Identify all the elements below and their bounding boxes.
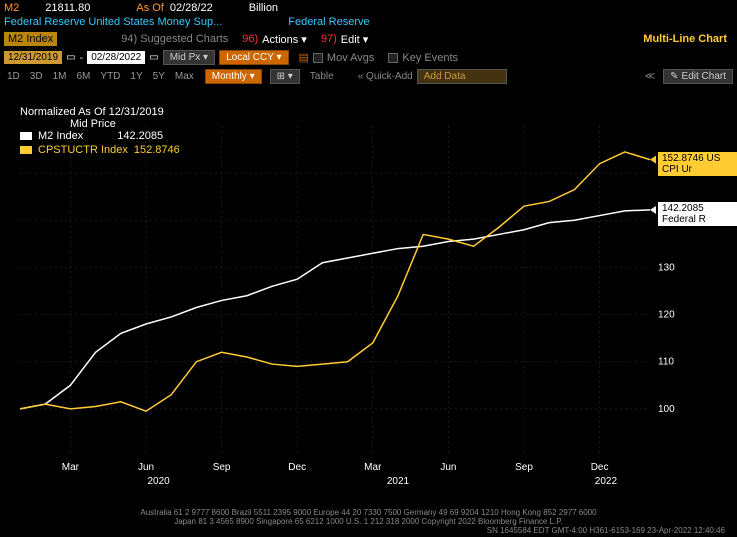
svg-text:2022: 2022 — [595, 476, 618, 487]
range-5y[interactable]: 5Y — [150, 70, 168, 83]
actions-label: Actions — [262, 34, 298, 46]
symbol-value: 21811.80 — [45, 2, 90, 14]
callout: 152.8746 US CPI Ur — [658, 152, 737, 176]
legend-midprice: Mid Price — [70, 118, 180, 130]
table-link[interactable]: Table — [310, 71, 334, 82]
add-data-input[interactable]: Add Data — [417, 69, 507, 84]
range-3d[interactable]: 3D — [27, 70, 46, 83]
edit-menu[interactable]: Edit ▾ — [341, 33, 369, 46]
menu-row: M2 Index 94) Suggested Charts 96) Action… — [0, 30, 737, 48]
edit-num: 97) — [321, 33, 337, 45]
movavgs-checkbox[interactable] — [313, 53, 323, 63]
svg-text:Sep: Sep — [515, 462, 533, 473]
suggested-charts[interactable]: 94) Suggested Charts — [121, 33, 228, 45]
actions-menu[interactable]: Actions ▾ — [262, 33, 307, 46]
svg-text:Jun: Jun — [138, 462, 154, 473]
edit-chart-label: Edit Chart — [682, 71, 726, 82]
range-1y[interactable]: 1Y — [127, 70, 145, 83]
svg-text:Dec: Dec — [591, 462, 609, 473]
interval-label: Monthly — [212, 71, 247, 82]
legend-val-0: 142.2085 — [117, 130, 163, 142]
svg-text:Mar: Mar — [62, 462, 80, 473]
range-6m[interactable]: 6M — [74, 70, 94, 83]
edit-label: Edit — [341, 34, 360, 46]
midpx-label: Mid Px — [170, 52, 201, 63]
chart-area: 100110120130140150MarJunSepDecMarJunSepD… — [0, 86, 737, 506]
asof-date: 02/28/22 — [170, 2, 213, 14]
quickadd-label: « Quick-Add — [358, 71, 413, 82]
svg-text:110: 110 — [658, 357, 674, 368]
midpx-dropdown[interactable]: Mid Px ▾ — [163, 50, 215, 65]
svg-text:100: 100 — [658, 404, 675, 415]
desc-text: Federal Reserve United States Money Sup.… — [4, 16, 222, 28]
localccy-dropdown[interactable]: Local CCY ▾ — [219, 50, 288, 65]
legend-swatch-0 — [20, 132, 32, 140]
date-end-input[interactable]: 02/28/2022 — [87, 51, 145, 64]
date-sep: - — [80, 52, 84, 64]
asof-label: As Of — [136, 2, 164, 14]
chart-type-label: Multi-Line Chart — [643, 33, 727, 45]
date-cal2-icon[interactable]: ▭ — [149, 52, 158, 63]
range-row: 1D 3D 1M 6M YTD 1Y 5Y Max Monthly ▾ ⊞ ▾ … — [0, 67, 737, 86]
svg-text:Sep: Sep — [213, 462, 231, 473]
legend-swatch-1 — [20, 146, 32, 154]
range-max[interactable]: Max — [172, 70, 197, 83]
keyevents-label: Key Events — [402, 52, 458, 64]
legend-name-1: CPSTUCTR Index — [38, 144, 128, 156]
collapse-icon[interactable]: ≪ — [645, 71, 655, 82]
params-row: 12/31/2019 ▭ - 02/28/2022 ▭ Mid Px ▾ Loc… — [0, 48, 737, 67]
legend-val-1: 152.8746 — [134, 144, 180, 156]
keyevents-checkbox[interactable] — [388, 53, 398, 63]
index-badge[interactable]: M2 Index — [4, 32, 57, 46]
symbol: M2 — [4, 2, 19, 14]
actions-num: 96) — [242, 33, 258, 45]
svg-text:2021: 2021 — [387, 476, 410, 487]
date-start-input[interactable]: 12/31/2019 — [4, 51, 62, 64]
desc-row: Federal Reserve United States Money Sup.… — [0, 16, 737, 30]
chart-icon[interactable]: ▤ — [299, 51, 309, 64]
source-text: Federal Reserve — [288, 16, 369, 28]
legend-series-0: M2 Index 142.2085 — [20, 130, 180, 142]
svg-text:120: 120 — [658, 310, 675, 321]
callout: 142.2085 Federal R — [658, 202, 737, 226]
unit-label: Billion — [249, 2, 278, 14]
movavgs-label: Mov Avgs — [327, 52, 375, 64]
svg-text:2020: 2020 — [147, 476, 170, 487]
range-1m[interactable]: 1M — [50, 70, 70, 83]
svg-text:Mar: Mar — [364, 462, 382, 473]
legend-name-0: M2 Index — [38, 130, 83, 142]
legend: Normalized As Of 12/31/2019 Mid Price M2… — [20, 106, 180, 158]
header-row: M2 21811.80 As Of 02/28/22 Billion — [0, 0, 737, 16]
footer: Australia 61 2 9777 8600 Brazil 5511 239… — [0, 506, 737, 537]
pencil-icon: ✎ — [670, 71, 678, 82]
localccy-label: Local CCY — [226, 52, 274, 63]
svg-text:130: 130 — [658, 262, 675, 273]
range-ytd[interactable]: YTD — [97, 70, 123, 83]
footer-line3: SN 1645584 EDT GMT-4:00 H361-6153-169 23… — [2, 526, 735, 535]
svg-text:Jun: Jun — [440, 462, 456, 473]
range-1d[interactable]: 1D — [4, 70, 23, 83]
legend-normalized: Normalized As Of 12/31/2019 — [20, 106, 180, 118]
date-cal1-icon[interactable]: ▭ — [66, 52, 75, 63]
interval-dropdown[interactable]: Monthly ▾ — [205, 69, 262, 84]
legend-series-1: CPSTUCTR Index 152.8746 — [20, 144, 180, 156]
svg-text:Dec: Dec — [288, 462, 306, 473]
edit-chart-button[interactable]: ✎ Edit Chart — [663, 69, 733, 84]
view-dropdown[interactable]: ⊞ ▾ — [270, 69, 300, 84]
footer-line1: Australia 61 2 9777 8600 Brazil 5511 239… — [2, 508, 735, 517]
